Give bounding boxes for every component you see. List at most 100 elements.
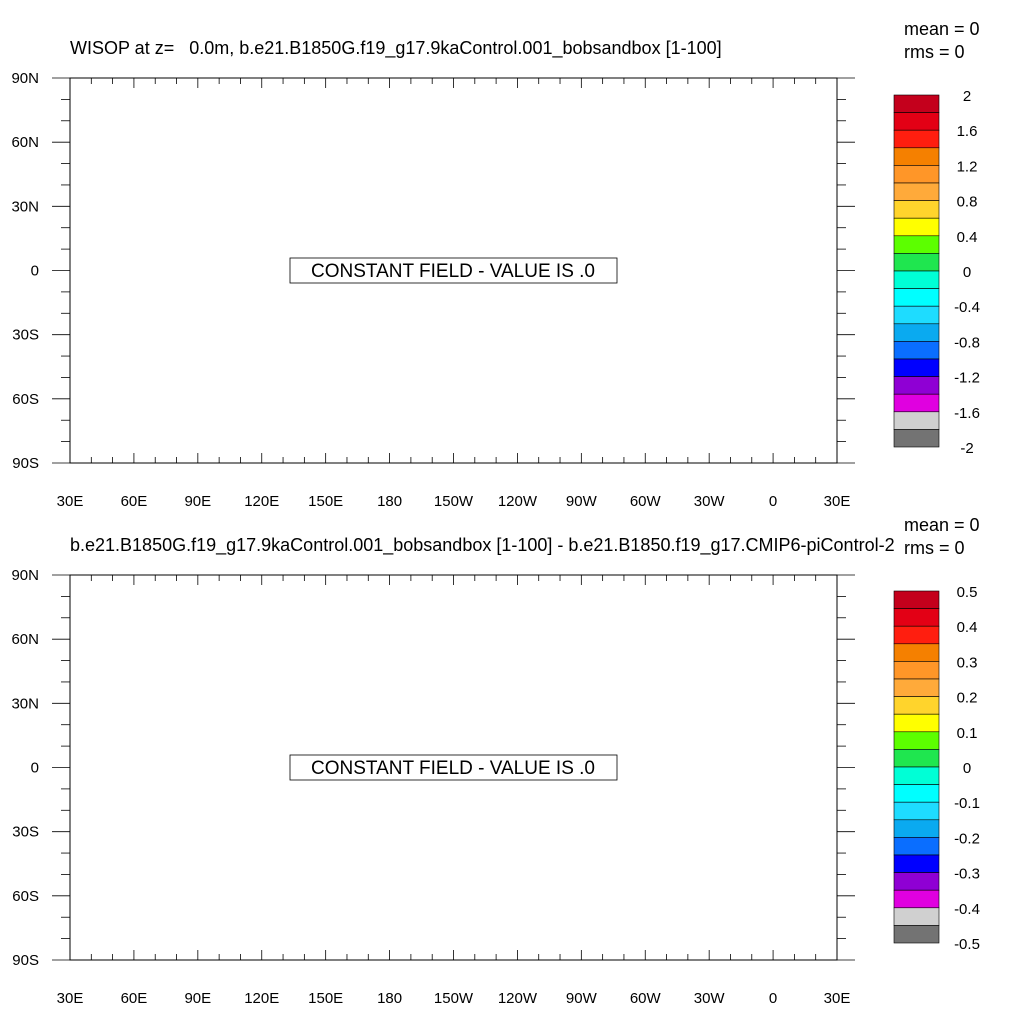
y-tick-label: 90N bbox=[11, 70, 39, 87]
panel-2-colorbar: 0.5 0.4 0.3 0.2 0.1 0 -0.1 -0.2 -0.3 -0.4 -0.5 bbox=[893, 584, 980, 953]
x-tick-label: 30W bbox=[694, 990, 726, 1007]
x-tick-label: 150E bbox=[308, 990, 343, 1007]
colorbar-swatch bbox=[893, 713, 940, 733]
colorbar-swatch bbox=[893, 872, 940, 891]
panel-1-message-box bbox=[289, 257, 618, 284]
colorbar-swatch bbox=[893, 323, 940, 342]
colorbar-label: -1.6 bbox=[954, 405, 980, 422]
x-tick-label: 120W bbox=[498, 990, 538, 1007]
colorbar-swatch bbox=[893, 661, 940, 680]
x-tick-label: 90E bbox=[184, 990, 211, 1007]
panel-1-message: CONSTANT FIELD - VALUE IS .0 bbox=[289, 257, 618, 284]
colorbar-label: 1.6 bbox=[957, 123, 978, 140]
colorbar-swatch bbox=[893, 801, 940, 821]
x-tick-label: 120E bbox=[244, 493, 279, 510]
colorbar-swatch bbox=[893, 429, 940, 448]
colorbar-swatch bbox=[893, 907, 940, 926]
colorbar-swatch bbox=[893, 784, 940, 803]
x-tick-label: 90W bbox=[566, 990, 598, 1007]
colorbar-label: 0.8 bbox=[957, 194, 978, 211]
colorbar-swatch bbox=[893, 411, 940, 430]
colorbar-swatch bbox=[893, 165, 940, 184]
colorbar-swatch bbox=[893, 341, 940, 360]
panel-1-title: WISOP at z= 0.0m, b.e21.B1850G.f19_g17.9… bbox=[70, 38, 722, 59]
colorbar-swatch bbox=[893, 358, 940, 377]
colorbar-label: -0.3 bbox=[954, 866, 980, 883]
colorbar-swatch bbox=[893, 376, 940, 395]
panel-2-rms: rms = 0 bbox=[904, 538, 965, 558]
x-tick-label: 180 bbox=[377, 990, 402, 1007]
x-tick-label: 150E bbox=[308, 493, 343, 510]
colorbar-label: 0 bbox=[963, 264, 971, 281]
x-tick-label: 90E bbox=[184, 493, 211, 510]
colorbar-label: 0.4 bbox=[957, 229, 978, 246]
x-tick-label: 120E bbox=[244, 990, 279, 1007]
x-tick-label: 30E bbox=[824, 493, 851, 510]
colorbar-swatch bbox=[893, 854, 940, 873]
colorbar-label: 0 bbox=[963, 760, 971, 777]
panel-2-plot: 30E 60E 90E 120E 150E 180 150W 120W 90W 60W 30W 0 30… bbox=[11, 567, 855, 1007]
y-tick-label: 90S bbox=[12, 952, 39, 969]
x-tick-label: 150W bbox=[434, 990, 474, 1007]
colorbar-swatch bbox=[893, 147, 940, 166]
colorbar-swatch bbox=[893, 217, 940, 237]
x-tick-label: 60E bbox=[121, 990, 148, 1007]
panel-2-mean: mean = 0 bbox=[904, 515, 980, 535]
colorbar-swatch bbox=[893, 749, 940, 768]
colorbar-swatch bbox=[893, 112, 940, 131]
x-tick-label: 60W bbox=[630, 493, 662, 510]
colorbar-swatch bbox=[893, 253, 940, 272]
y-tick-label: 90N bbox=[11, 567, 39, 584]
colorbar-swatch bbox=[893, 182, 940, 201]
y-tick-label: 0 bbox=[31, 263, 39, 280]
x-tick-label: 0 bbox=[769, 493, 777, 510]
colorbar-swatch bbox=[893, 288, 940, 307]
y-tick-label: 60N bbox=[11, 134, 39, 151]
colorbar-label: -0.4 bbox=[954, 901, 980, 918]
colorbar-label: 0.4 bbox=[957, 619, 978, 636]
colorbar-label: -0.5 bbox=[954, 936, 980, 953]
y-tick-label: 90S bbox=[12, 455, 39, 472]
colorbar-label: -0.1 bbox=[954, 795, 980, 812]
y-tick-label: 30N bbox=[11, 695, 39, 712]
colorbar-swatch bbox=[893, 129, 940, 149]
colorbar-swatch bbox=[893, 819, 940, 838]
colorbar-swatch bbox=[893, 590, 940, 609]
colorbar-swatch bbox=[893, 94, 940, 113]
colorbar-swatch bbox=[893, 608, 940, 627]
colorbar-swatch bbox=[893, 731, 940, 750]
colorbar-label: 0.2 bbox=[957, 690, 978, 707]
panel-1-mean: mean = 0 bbox=[904, 19, 980, 39]
colorbar-swatch bbox=[893, 270, 940, 289]
colorbar-swatch bbox=[893, 889, 940, 909]
colorbar-label: 0.5 bbox=[957, 584, 978, 601]
y-tick-label: 60S bbox=[12, 391, 39, 408]
y-tick-label: 30N bbox=[11, 198, 39, 215]
y-tick-label: 0 bbox=[31, 760, 39, 777]
colorbar-swatch bbox=[893, 235, 940, 254]
x-tick-label: 30W bbox=[694, 493, 726, 510]
panel-2-message: CONSTANT FIELD - VALUE IS .0 bbox=[289, 754, 618, 781]
colorbar-label: -2 bbox=[960, 440, 973, 457]
colorbar-label: 0.1 bbox=[957, 725, 978, 742]
x-tick-label: 90W bbox=[566, 493, 598, 510]
colorbar-label: 0.3 bbox=[957, 654, 978, 671]
colorbar-swatch bbox=[893, 305, 940, 325]
colorbar-swatch bbox=[893, 925, 940, 944]
x-tick-label: 0 bbox=[769, 990, 777, 1007]
colorbar-label: -0.4 bbox=[954, 299, 980, 316]
panel-1-message-text: CONSTANT FIELD - VALUE IS .0 bbox=[311, 261, 595, 282]
colorbar-swatch bbox=[893, 837, 940, 856]
x-tick-label: 30E bbox=[824, 990, 851, 1007]
colorbar-swatch bbox=[893, 393, 940, 413]
panel-1-colorbar: 2 1.6 1.2 0.8 0.4 0 -0.4 -0.8 -1.2 -1.6 -2 bbox=[893, 88, 980, 457]
panel-2-title: b.e21.B1850G.f19_g17.9kaControl.001_bobs… bbox=[70, 535, 895, 556]
colorbar-swatch bbox=[893, 200, 940, 219]
x-tick-label: 120W bbox=[498, 493, 538, 510]
y-tick-label: 30S bbox=[12, 824, 39, 841]
colorbar-label: -0.2 bbox=[954, 830, 980, 847]
colorbar-label: -0.8 bbox=[954, 334, 980, 351]
colorbar-label: -1.2 bbox=[954, 370, 980, 387]
colorbar-label: 2 bbox=[963, 88, 971, 105]
